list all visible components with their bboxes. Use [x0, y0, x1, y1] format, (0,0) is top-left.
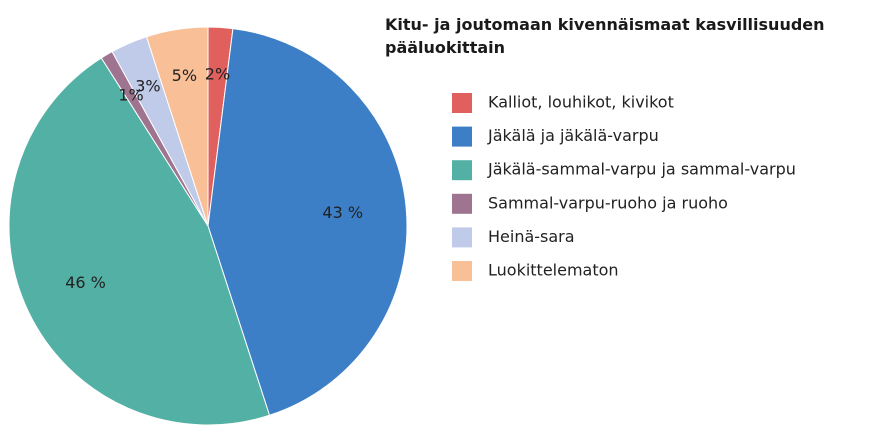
- data-label: 43 %: [322, 203, 363, 222]
- legend-label: Jäkälä-sammal-varpu ja sammal-varpu: [487, 160, 796, 179]
- legend-swatch: [452, 261, 472, 281]
- legend-label: Luokittelematon: [488, 261, 619, 280]
- legend-swatch: [452, 227, 472, 248]
- legend-swatch: [452, 93, 472, 113]
- data-label: 1%: [118, 85, 143, 104]
- legend-swatch: [452, 160, 472, 181]
- legend-label: Kalliot, louhikot, kivikot: [488, 93, 674, 112]
- legend-swatch: [452, 193, 472, 214]
- legend-label: Sammal-varpu-ruoho ja ruoho: [488, 193, 728, 212]
- data-label: 46 %: [65, 273, 106, 292]
- chart-title: Kitu- ja joutomaan kivennäismaat kasvill…: [385, 15, 825, 57]
- data-label: 5%: [172, 66, 197, 85]
- legend-label: Jäkälä ja jäkälä-varpu: [487, 126, 659, 145]
- pie-slice: [207, 28, 408, 416]
- legend-swatch: [452, 126, 472, 147]
- legend-label: Heinä-sara: [488, 227, 575, 246]
- pie-slice: [145, 26, 209, 227]
- data-label: 2%: [205, 65, 230, 84]
- data-label: 3%: [135, 77, 160, 96]
- pie-slice: [8, 57, 271, 426]
